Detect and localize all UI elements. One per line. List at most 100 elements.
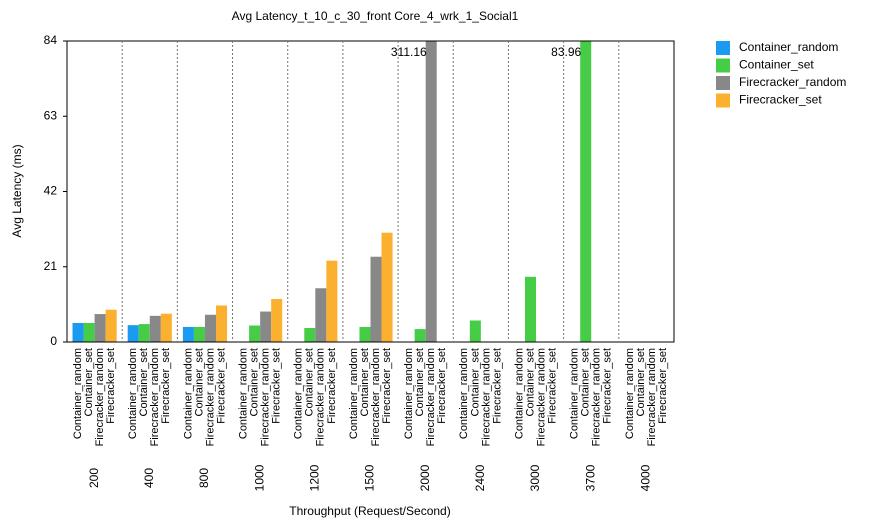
x-tick-label: Firecracker_random (315, 348, 327, 446)
x-tick-label: Container_random (293, 348, 305, 439)
bar (525, 276, 537, 342)
x-tick-label: Container_set (193, 348, 205, 417)
bar (304, 328, 316, 342)
group-label: 400 (142, 468, 156, 488)
legend-swatch (716, 76, 730, 90)
x-tick-label: Container_set (469, 348, 481, 417)
x-tick-label: Firecracker_set (657, 348, 669, 424)
x-tick-label: Container_random (569, 348, 581, 439)
x-tick-label: Container_random (624, 348, 636, 439)
group-label: 2400 (473, 464, 487, 491)
chart-title: Avg Latency_t_10_c_30_front Core_4_wrk_1… (232, 9, 519, 23)
x-tick-label: Firecracker_random (370, 348, 382, 446)
group-label: 3000 (528, 464, 542, 491)
y-tick-label: 0 (50, 334, 57, 348)
x-tick-label: Container_set (138, 348, 150, 417)
x-tick-label: Firecracker_set (105, 348, 117, 424)
x-tick-label: Container_random (513, 348, 525, 439)
bar (370, 256, 382, 342)
x-tick-label: Firecracker_random (204, 348, 216, 446)
legend-label: Container_random (739, 40, 838, 54)
x-tick-label: Container_random (127, 348, 139, 439)
bar (425, 41, 437, 342)
bar (160, 313, 172, 342)
x-tick-label: Firecracker_set (326, 348, 338, 424)
group-label: 200 (87, 468, 101, 488)
legend-label: Container_set (739, 58, 814, 72)
x-tick-label: Firecracker_random (260, 348, 272, 446)
bar (580, 41, 592, 342)
group-label: 3700 (583, 464, 597, 491)
x-tick-label: Firecracker_set (436, 348, 448, 424)
group-label: 2000 (418, 464, 432, 491)
x-tick-label: Firecracker_random (425, 348, 437, 446)
x-tick-label: Firecracker_random (149, 348, 161, 446)
bar (193, 326, 205, 342)
y-axis-label: Avg Latency (ms) (10, 144, 24, 237)
x-tick-label: Firecracker_set (602, 348, 614, 424)
bar (94, 314, 106, 342)
y-tick-label: 84 (44, 33, 58, 47)
x-tick-label: Firecracker_set (547, 348, 559, 424)
x-axis-label: Throughput (Request/Second) (289, 504, 450, 518)
x-tick-label: Firecracker_set (381, 348, 393, 424)
x-tick-label: Container_set (83, 348, 95, 417)
y-tick-label: 42 (44, 184, 58, 198)
bar (260, 311, 272, 342)
x-tick-label: Container_set (524, 348, 536, 417)
x-tick-label: Container_random (182, 348, 194, 439)
x-tick-label: Firecracker_random (591, 348, 603, 446)
bar (381, 232, 393, 342)
x-tick-label: Firecracker_set (215, 348, 227, 424)
bar (105, 309, 117, 342)
x-tick-label: Firecracker_random (646, 348, 658, 446)
bar (72, 323, 84, 342)
x-tick-label: Firecracker_set (271, 348, 283, 424)
x-tick-label: Container_random (458, 348, 470, 439)
group-label: 1000 (252, 464, 266, 491)
x-tick-label: Firecracker_random (480, 348, 492, 446)
x-tick-label: Container_random (72, 348, 84, 439)
bar (83, 323, 95, 342)
bar (326, 260, 338, 342)
bar (414, 329, 426, 342)
y-tick-label: 21 (44, 259, 58, 273)
legend-label: Firecracker_random (739, 75, 846, 89)
legend-swatch (716, 41, 730, 55)
legend-swatch (716, 93, 730, 108)
x-tick-label: Container_set (359, 348, 371, 417)
legend-swatch (716, 58, 730, 73)
x-tick-label: Firecracker_random (535, 348, 547, 446)
x-tick-label: Container_set (635, 348, 647, 417)
plot-bars (72, 41, 592, 342)
bar (204, 314, 216, 342)
x-tick-label: Container_set (304, 348, 316, 417)
group-label: 4000 (639, 464, 653, 491)
bar (271, 299, 283, 342)
bar (215, 305, 228, 342)
legend-label: Firecracker_set (739, 93, 822, 107)
bar (469, 320, 481, 342)
x-tick-label: Container_set (414, 348, 426, 417)
y-tick-label: 63 (44, 108, 58, 122)
x-tick-label: Container_random (403, 348, 415, 439)
bar (315, 288, 327, 342)
bar (138, 324, 150, 342)
x-tick-label: Container_random (237, 348, 249, 439)
x-tick-label: Container_set (249, 348, 261, 417)
group-label: 1200 (307, 464, 321, 491)
bar (127, 325, 139, 342)
x-tick-label: Firecracker_set (160, 348, 172, 424)
value-label: 311.16 (391, 45, 427, 59)
group-label: 800 (197, 468, 211, 488)
value-label: 83.96 (551, 45, 581, 59)
bar (149, 315, 161, 342)
x-tick-label: Container_random (348, 348, 360, 439)
x-tick-label: Container_set (580, 348, 592, 417)
x-tick-label: Firecracker_random (94, 348, 106, 446)
group-label: 1500 (363, 464, 377, 491)
bar (249, 325, 261, 342)
x-tick-label: Firecracker_set (491, 348, 503, 424)
bar (182, 326, 194, 342)
